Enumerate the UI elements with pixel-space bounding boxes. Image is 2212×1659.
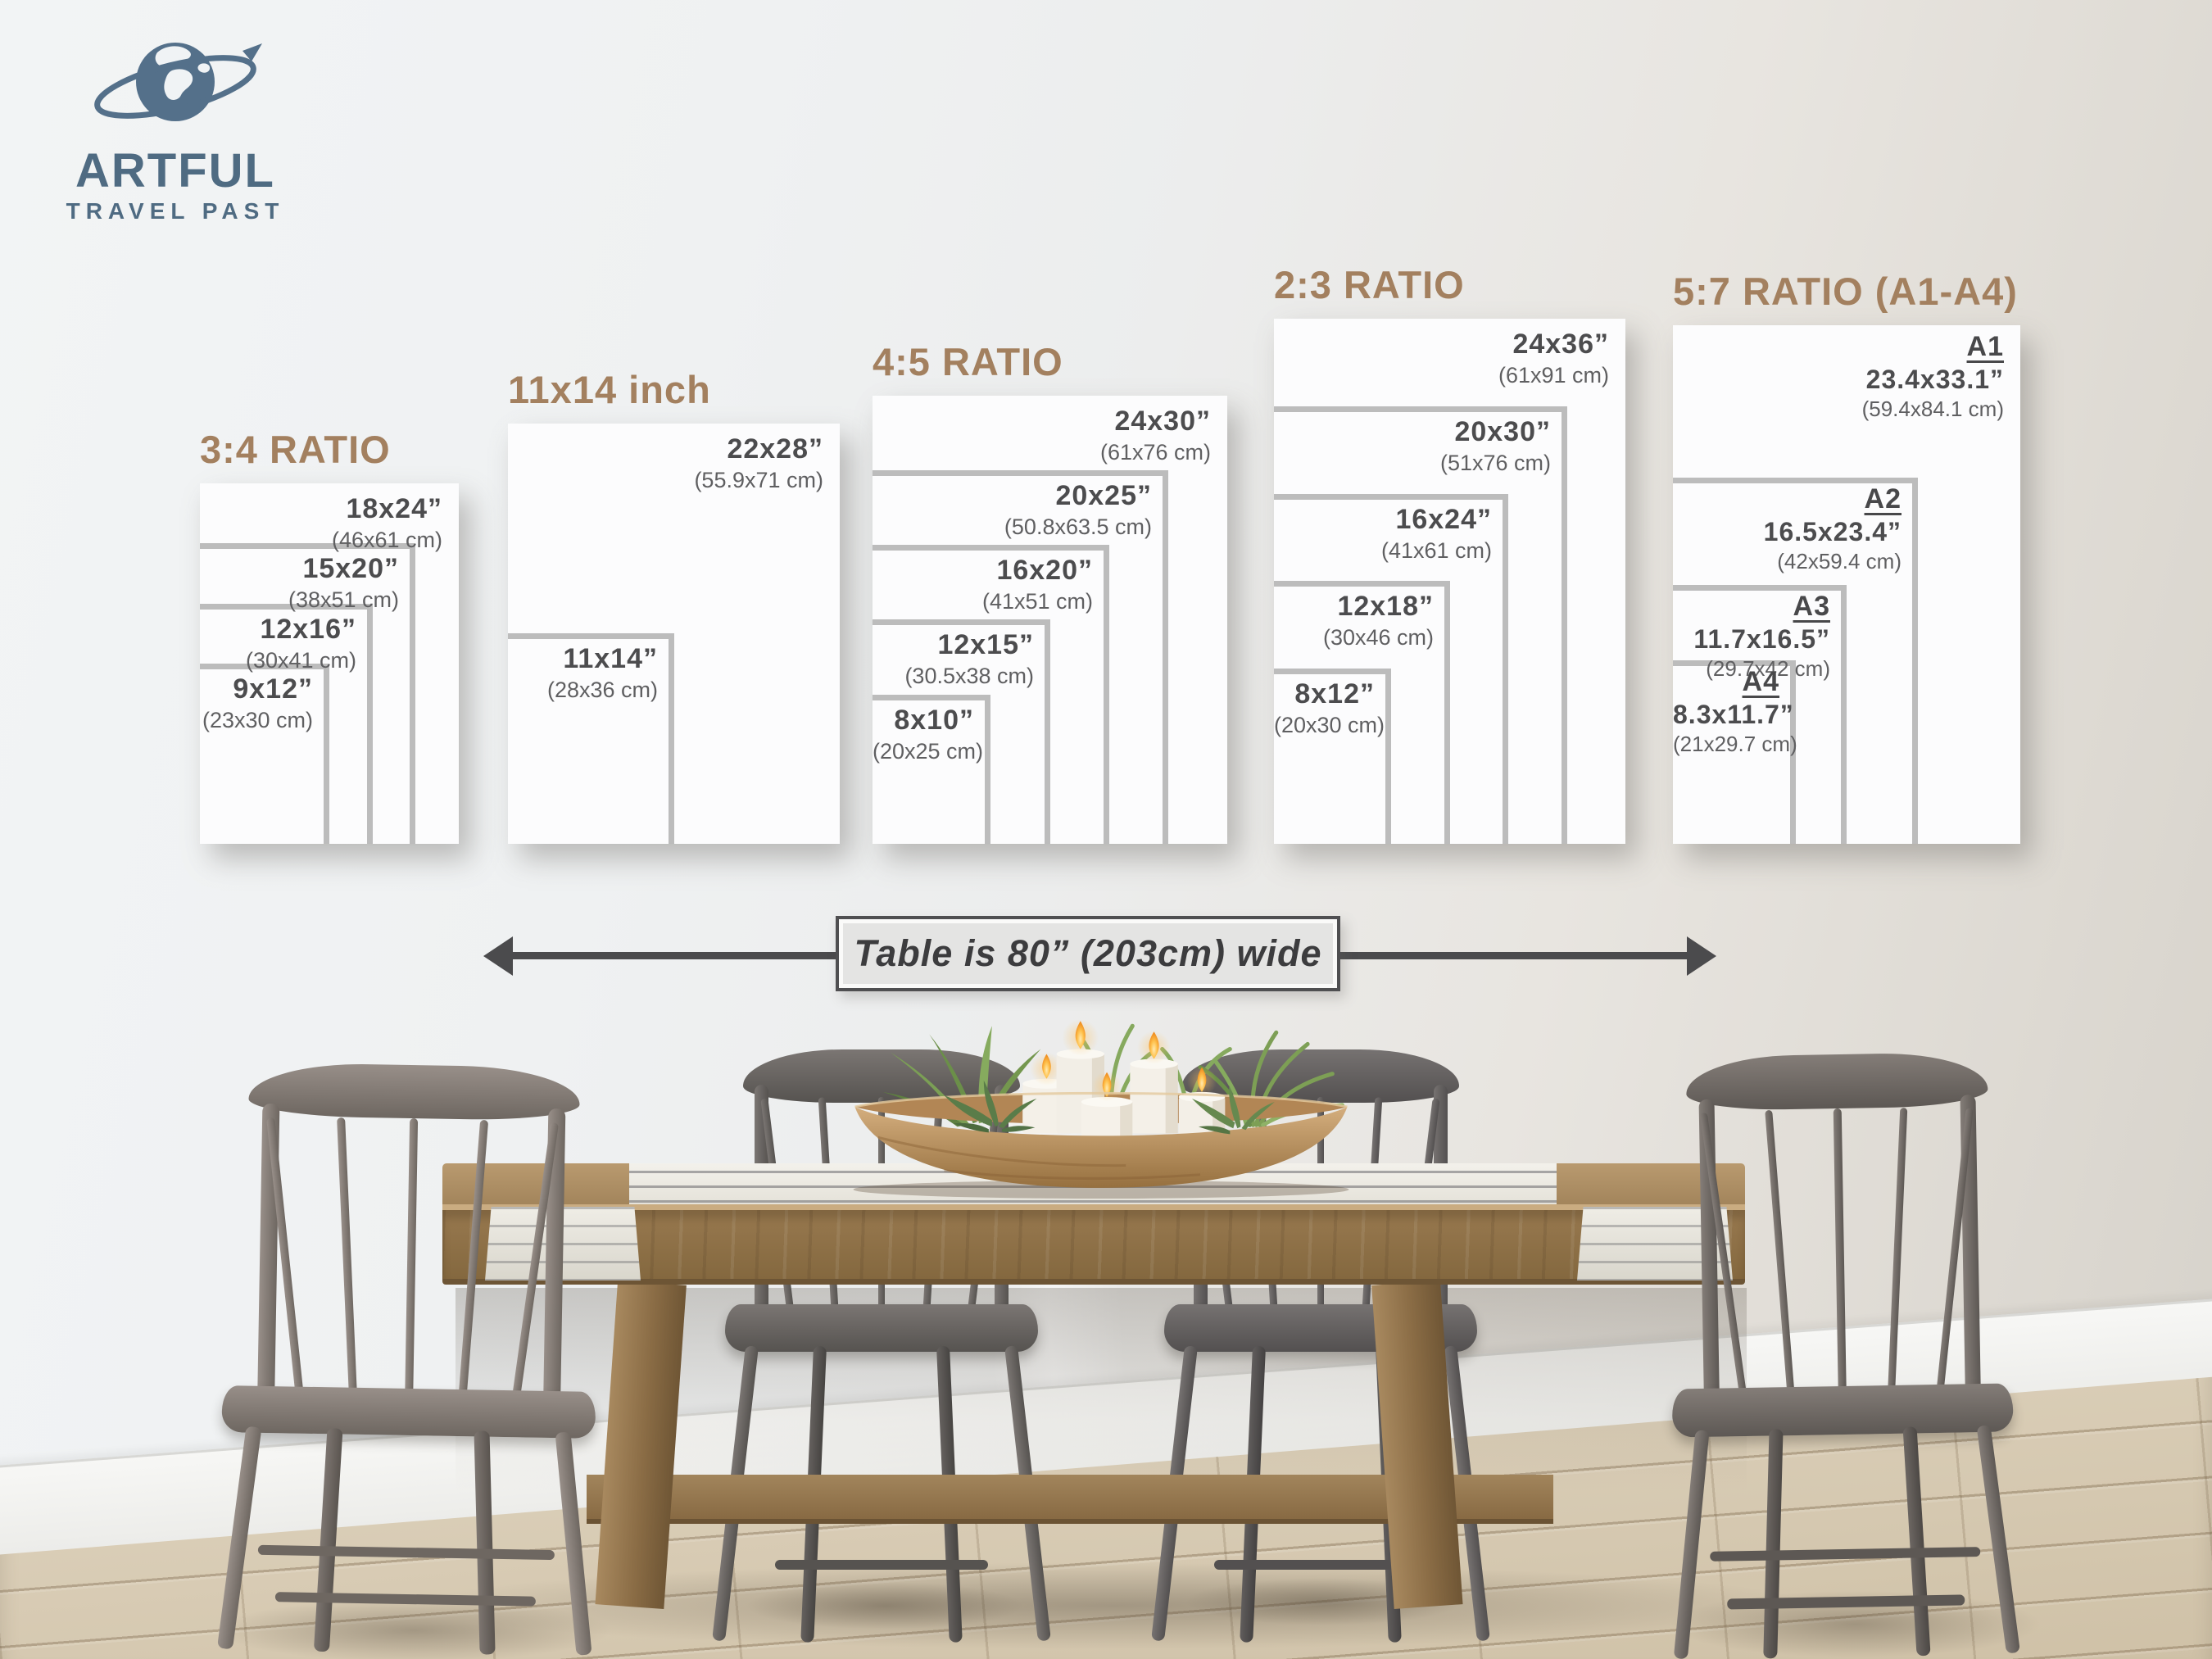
globe-orbit-icon — [94, 43, 262, 121]
chair-seat — [725, 1304, 1038, 1353]
table-width-label-box: Table is 80” (203cm) wide — [836, 916, 1340, 991]
brand-logo: ARTFUL TRAVEL PAST — [56, 21, 295, 226]
size-group-title: 5:7 RATIO (A1-A4) — [1673, 270, 2018, 313]
chair-leg — [474, 1430, 496, 1655]
chair-leg — [1763, 1429, 1784, 1659]
chair-stretcher — [1710, 1546, 1980, 1562]
chair-stretcher — [274, 1592, 537, 1607]
size-group-title: 4:5 RATIO — [873, 340, 1063, 383]
table-width-dimension: Table is 80” (203cm) wide — [483, 916, 1716, 995]
brand-name: ARTFUL — [75, 144, 275, 197]
size-frame — [1274, 669, 1391, 844]
chair-spindle — [336, 1117, 358, 1400]
chair-spindle — [458, 1119, 489, 1402]
brand-tagline: TRAVEL PAST — [66, 198, 285, 224]
chair-top-rail — [1685, 1051, 1988, 1112]
succulent-rosette-left — [944, 1080, 1037, 1133]
chair-top-rail — [248, 1062, 581, 1122]
chair-spindle — [1887, 1108, 1908, 1398]
pillar-candles — [1022, 1019, 1226, 1137]
chair-floor-shadow — [209, 1598, 619, 1659]
table-apron — [442, 1210, 1745, 1285]
chair-stretcher — [1214, 1559, 1427, 1570]
size-frame — [873, 695, 990, 844]
chair-spindle — [1765, 1110, 1796, 1399]
chair-stretcher — [1727, 1594, 1965, 1610]
candle-centerpiece — [853, 1019, 1349, 1199]
succulent-rosette-right — [1191, 1085, 1275, 1135]
size-frame — [508, 633, 674, 844]
table-edge-highlight — [442, 1204, 1745, 1210]
dining-chair-front-right — [1671, 1051, 2021, 1659]
chair-leg — [1902, 1426, 1931, 1657]
chair-floor-shadow — [741, 1581, 1028, 1630]
chair-seat — [1671, 1383, 2014, 1438]
size-frame — [1673, 660, 1796, 844]
size-group-title: 3:4 RATIO — [200, 428, 391, 471]
chair-spindle — [404, 1117, 419, 1401]
table-width-label: Table is 80” (203cm) wide — [854, 932, 1322, 974]
dining-chair-front-left — [217, 1062, 596, 1656]
size-frame — [200, 664, 329, 844]
chair-stretcher — [775, 1559, 988, 1570]
chair-top-rail — [742, 1049, 1021, 1104]
size-group-title: 11x14 inch — [508, 368, 711, 411]
arrow-right-icon — [1687, 936, 1716, 976]
chair-leg — [313, 1428, 343, 1652]
chair-stretcher — [258, 1544, 555, 1561]
chair-seat — [221, 1385, 596, 1439]
chair-spindle — [1834, 1108, 1847, 1398]
size-group-title: 2:3 RATIO — [1274, 263, 1465, 306]
